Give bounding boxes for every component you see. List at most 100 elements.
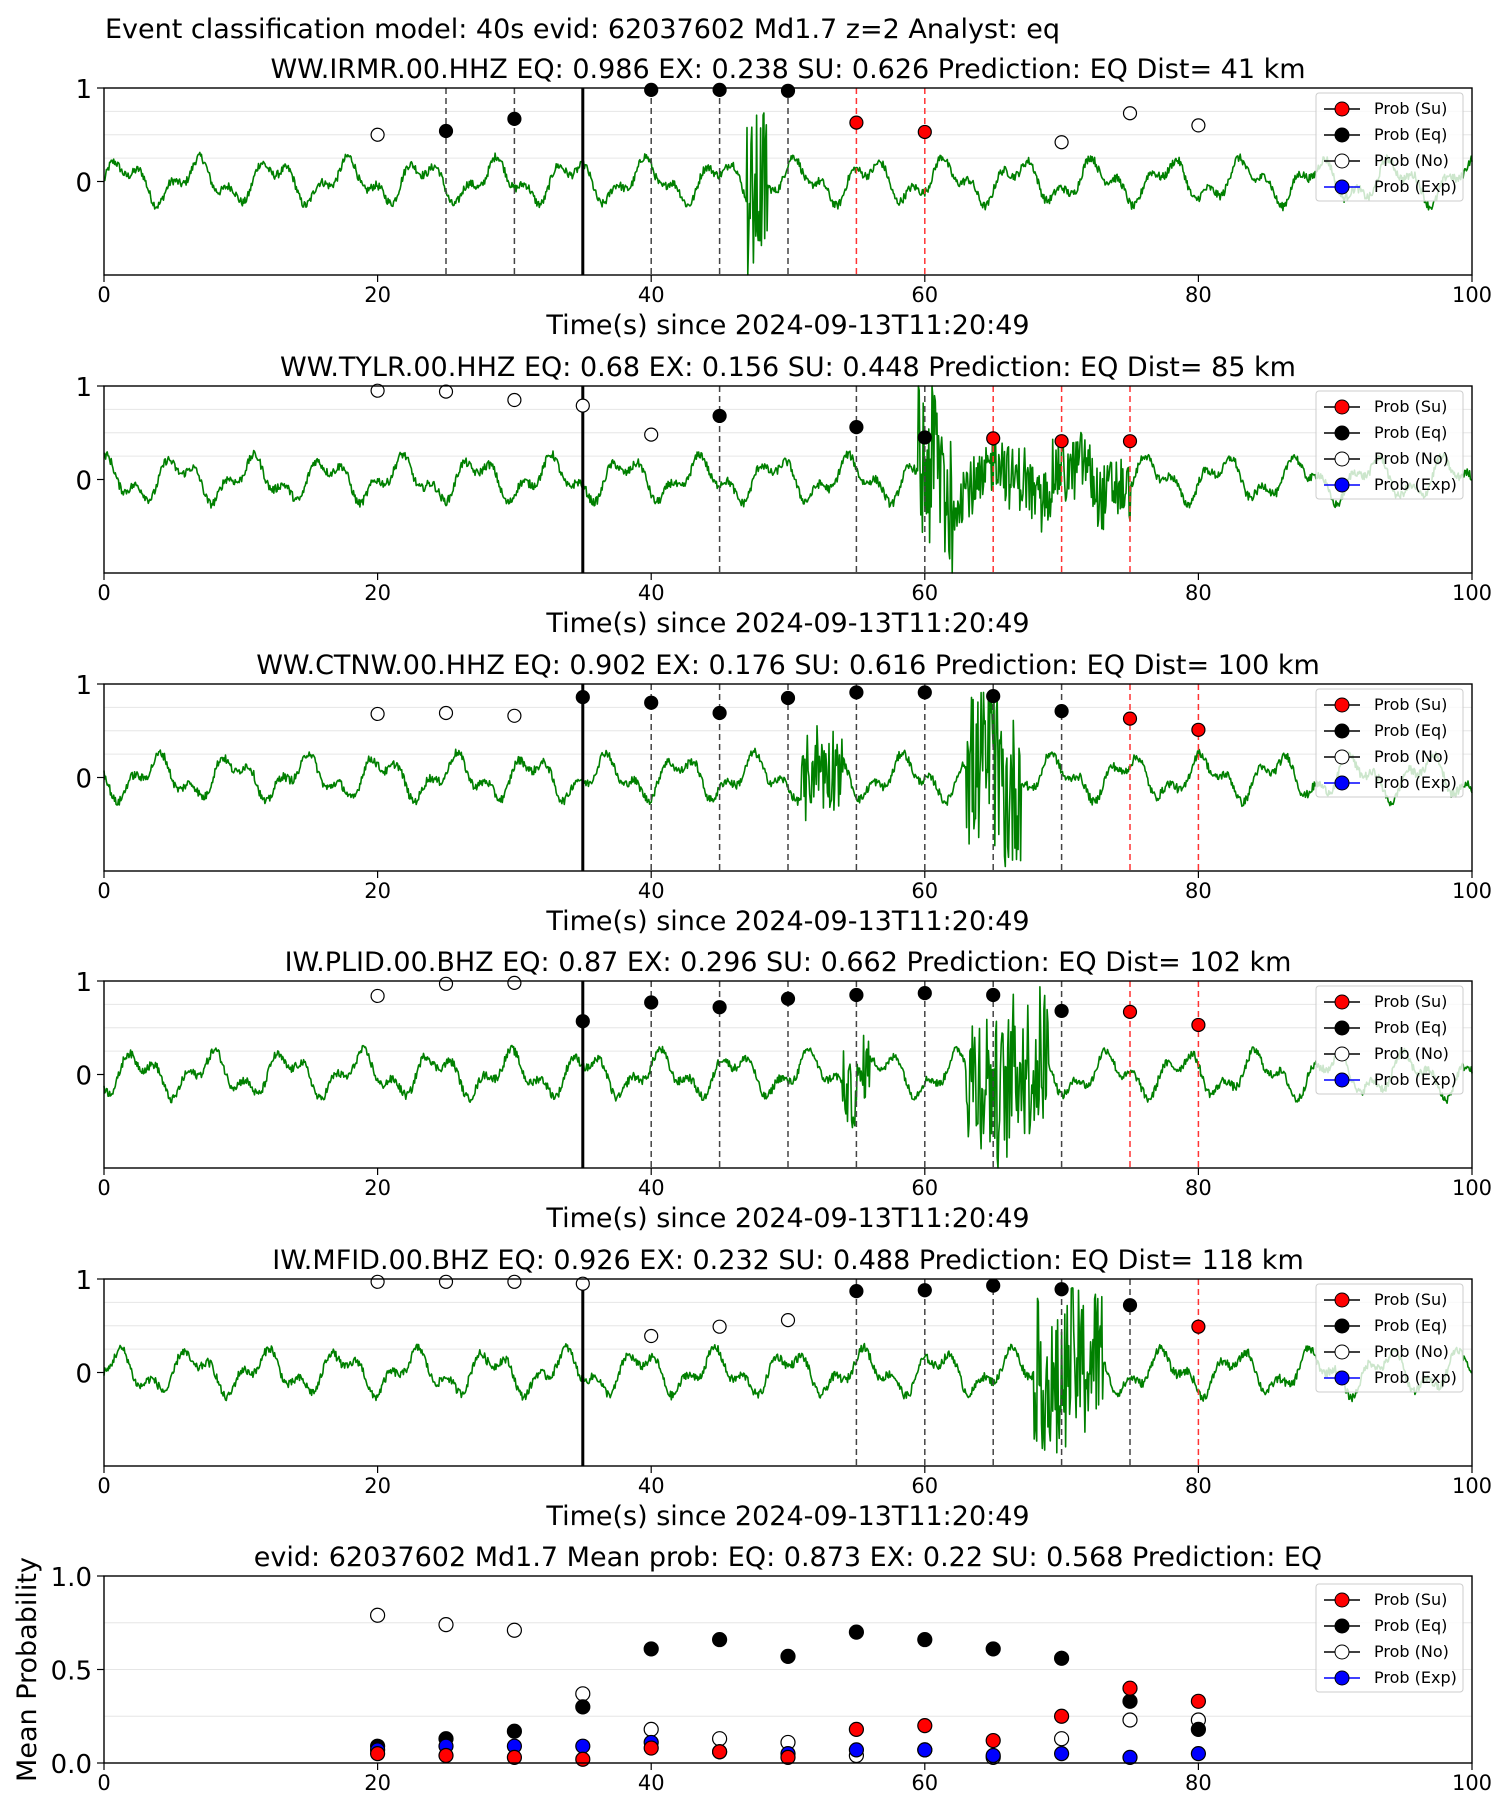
prob-marker-eq <box>917 986 932 1001</box>
mean-prob-marker-eq <box>643 1641 659 1657</box>
prob-marker-eq <box>712 705 727 721</box>
mean-prob-marker-su <box>643 1740 659 1756</box>
mean-prob-marker-no <box>1122 1712 1138 1728</box>
legend-label: Prob (Eq) <box>1374 721 1447 740</box>
panel-title: WW.IRMR.00.HHZ EQ: 0.986 EX: 0.238 SU: 0… <box>270 54 1305 85</box>
legend-label: Prob (Eq) <box>1374 1616 1447 1635</box>
legend-label: Prob (No) <box>1374 747 1449 766</box>
legend-label: Prob (No) <box>1374 1342 1449 1361</box>
legend-label: Prob (No) <box>1374 449 1449 468</box>
prob-marker-eq <box>986 1278 1001 1293</box>
axes-frame <box>103 683 1473 872</box>
prob-marker-eq <box>986 689 1001 704</box>
x-tick-label: 80 <box>1185 1771 1212 1795</box>
legend-label: Prob (Eq) <box>1374 423 1447 442</box>
prob-marker-no <box>438 384 454 399</box>
prob-marker-no <box>370 988 385 1004</box>
mean-prob-marker-no <box>643 1721 659 1737</box>
x-tick-label: 40 <box>638 1771 665 1795</box>
panel-title: WW.CTNW.00.HHZ EQ: 0.902 EX: 0.176 SU: 0… <box>256 650 1320 681</box>
mean-prob-marker-exp <box>1190 1746 1207 1762</box>
prob-marker-eq <box>644 82 659 97</box>
mean-prob-marker-exp <box>985 1747 1001 1764</box>
legend-label: Prob (Eq) <box>1374 1316 1447 1335</box>
prob-marker-eq <box>849 685 864 700</box>
mean-prob-marker-exp <box>1053 1746 1070 1762</box>
y-tick-label: 1 <box>75 373 92 403</box>
y-axis-label: Mean Probability <box>12 1557 43 1782</box>
legend-label: Prob (Exp) <box>1374 773 1457 792</box>
prob-marker-su <box>917 124 932 140</box>
prob-marker-su <box>1122 1004 1138 1019</box>
legend-label: Prob (Su) <box>1374 99 1447 118</box>
x-tick-label: 40 <box>638 283 665 307</box>
x-tick-label: 20 <box>364 1771 391 1795</box>
mean-prob-marker-exp <box>1122 1749 1138 1765</box>
prob-marker-no <box>1122 106 1138 121</box>
prob-marker-eq <box>1054 704 1069 719</box>
x-axis-label: Time(s) since 2024-09-13T11:20:49 <box>545 1501 1029 1532</box>
prob-marker-eq <box>712 82 727 97</box>
prob-marker-su <box>1122 711 1138 726</box>
prob-marker-no <box>370 706 385 722</box>
axes-frame <box>103 1278 1473 1467</box>
prob-marker-eq <box>780 991 796 1006</box>
axes-frame <box>103 1575 1473 1764</box>
legend-marker-eq <box>1334 425 1350 441</box>
prob-marker-su <box>1191 1319 1206 1334</box>
panel-6: evid: 62037602 Md1.7 Mean prob: EQ: 0.87… <box>12 1542 1492 1795</box>
prob-marker-su <box>1054 434 1069 449</box>
y-tick-label: 0.0 <box>51 1750 92 1780</box>
legend-marker-eq <box>1334 1318 1350 1334</box>
mean-prob-marker-su <box>438 1747 454 1764</box>
y-tick-label: 0 <box>75 1062 92 1092</box>
mean-prob-marker-no <box>438 1617 454 1633</box>
mean-prob-marker-su <box>917 1717 933 1734</box>
x-tick-label: 0 <box>97 1474 110 1498</box>
prob-marker-su <box>1122 434 1138 449</box>
waveform-line <box>103 112 1473 276</box>
prob-marker-eq <box>780 690 796 706</box>
legend-marker-eq <box>1334 127 1350 143</box>
mean-prob-marker-su <box>985 1732 1001 1749</box>
x-tick-label: 20 <box>364 581 391 605</box>
panel-3: WW.CTNW.00.HHZ EQ: 0.902 EX: 0.176 SU: 0… <box>75 650 1492 937</box>
x-tick-label: 60 <box>911 879 938 903</box>
prob-marker-eq <box>780 83 796 98</box>
x-tick-label: 40 <box>638 1176 665 1200</box>
x-tick-label: 100 <box>1452 581 1492 605</box>
legend-marker-eq <box>1334 1618 1350 1634</box>
legend-marker-su <box>1334 101 1350 117</box>
prob-marker-no <box>370 383 385 398</box>
x-tick-label: 0 <box>97 879 110 903</box>
legend-label: Prob (Su) <box>1374 992 1447 1011</box>
prob-marker-eq <box>575 689 590 705</box>
x-tick-label: 60 <box>911 283 938 307</box>
prob-marker-eq <box>575 1014 590 1029</box>
mean-prob-marker-su <box>848 1721 865 1737</box>
legend-marker-exp <box>1334 1072 1350 1088</box>
y-tick-label: 1.0 <box>51 1563 92 1593</box>
legend-marker-su <box>1334 399 1350 415</box>
x-tick-label: 60 <box>911 1771 938 1795</box>
prob-marker-su <box>849 115 864 130</box>
y-tick-label: 0 <box>75 1360 92 1390</box>
mean-prob-marker-no <box>506 1622 523 1638</box>
y-tick-label: 0 <box>75 467 92 497</box>
mean-prob-marker-no <box>370 1607 386 1623</box>
panel-title: IW.PLID.00.BHZ EQ: 0.87 EX: 0.296 SU: 0.… <box>285 947 1292 978</box>
legend-box <box>1315 1283 1464 1393</box>
x-axis-label: Time(s) since 2024-09-13T11:20:49 <box>545 906 1029 937</box>
x-tick-label: 80 <box>1185 581 1212 605</box>
x-tick-label: 100 <box>1452 1474 1492 1498</box>
x-tick-label: 60 <box>911 581 938 605</box>
y-tick-label: 0 <box>75 169 92 199</box>
prob-marker-eq <box>986 987 1001 1003</box>
y-tick-label: 1 <box>75 75 92 105</box>
prob-marker-no <box>644 1328 659 1344</box>
mean-prob-marker-su <box>1122 1680 1138 1696</box>
panel-1: WW.IRMR.00.HHZ EQ: 0.986 EX: 0.238 SU: 0… <box>75 54 1492 341</box>
legend-marker-exp <box>1334 179 1350 195</box>
x-tick-label: 100 <box>1452 1176 1492 1200</box>
